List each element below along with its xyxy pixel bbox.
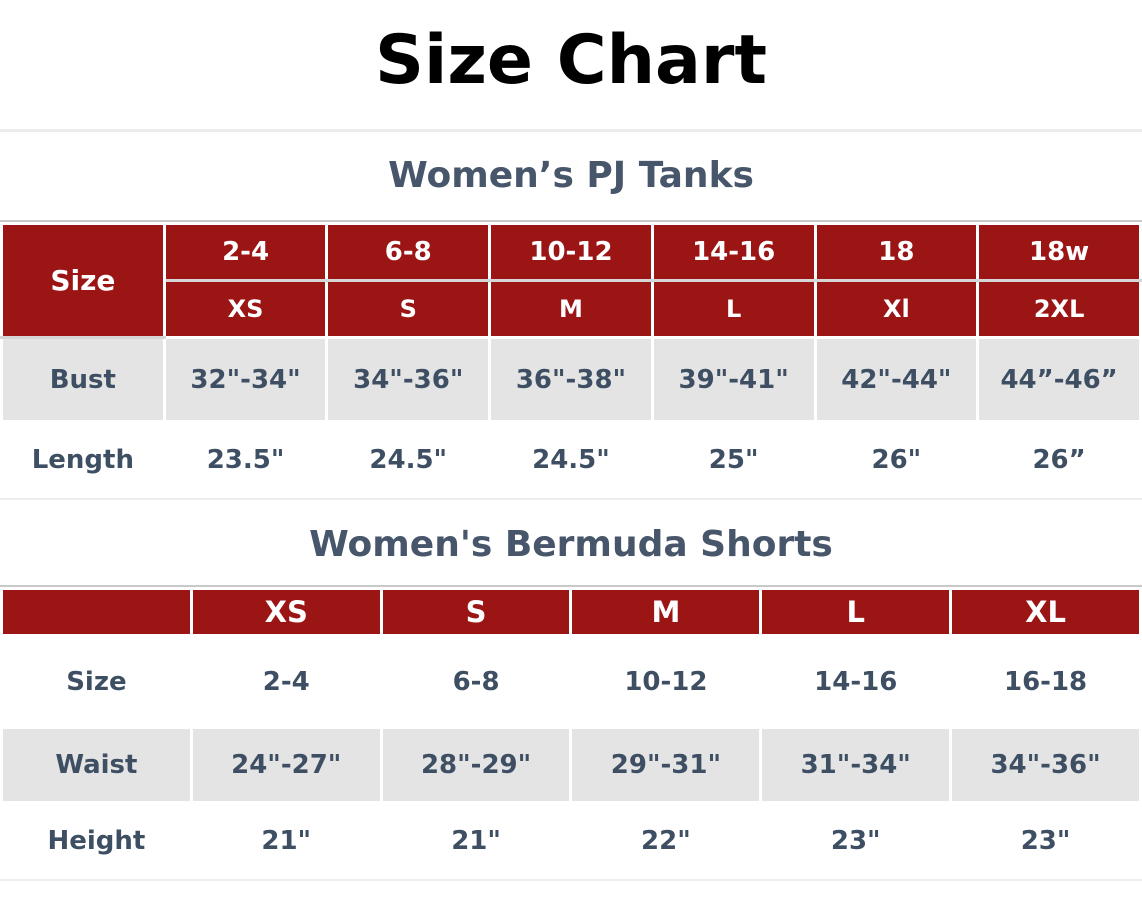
pj-header-cell: 18w — [976, 222, 1142, 283]
bermuda-value-cell: 6-8 — [381, 635, 571, 728]
pj-value-cell: 23.5" — [164, 421, 327, 498]
pj-row-label: Length — [1, 421, 165, 498]
pj-header-cell: Xl — [813, 279, 980, 340]
pj-header-cell: 14-16 — [650, 222, 817, 283]
pj-value-cell: 39"-41" — [650, 336, 817, 424]
bermuda-shorts-table: XS S M L XL Size 2-4 6-8 10-12 14-16 16-… — [0, 587, 1142, 879]
bermuda-value-cell: 14-16 — [760, 635, 951, 728]
pj-length-row: Length 23.5" 24.5" 24.5" 25" 26" 26” — [1, 421, 1141, 498]
pj-value-cell: 36"-38" — [488, 336, 654, 424]
bermuda-corner-empty-cell — [0, 587, 193, 638]
pj-value-cell: 24.5" — [326, 421, 490, 498]
pj-bust-row: Bust 32"-34" 34"-36" 36"-38" 39"-41" 42"… — [0, 336, 1142, 424]
pj-value-cell: 24.5" — [489, 421, 653, 498]
bermuda-waist-row: Waist 24"-27" 28"-29" 29"-31" 31"-34" 34… — [0, 726, 1142, 805]
bermuda-table-wrap: XS S M L XL Size 2-4 6-8 10-12 14-16 16-… — [0, 585, 1142, 881]
bermuda-value-cell: 23" — [760, 802, 951, 879]
pj-value-cell: 32"-34" — [162, 336, 329, 424]
pj-header-cell: XS — [162, 279, 329, 340]
pj-header-row-numeric: Size 2-4 6-8 10-12 14-16 18 18w — [0, 222, 1142, 340]
pj-value-cell: 42"-44" — [813, 336, 980, 424]
bermuda-value-cell: 2-4 — [191, 635, 382, 728]
bermuda-value-cell: 29"-31" — [569, 726, 763, 805]
pj-header-row-letter: XS S M L Xl 2XL — [2, 279, 1142, 340]
pj-header-cell: L — [650, 279, 817, 340]
bermuda-height-row: Height 21" 21" 22" 23" 23" — [1, 802, 1141, 879]
pj-corner-size-label: Size — [0, 222, 166, 340]
pj-header-cell: S — [325, 279, 492, 340]
bermuda-value-cell: 28"-29" — [379, 726, 573, 805]
bermuda-value-cell: 23" — [950, 802, 1141, 879]
bermuda-row-label: Height — [1, 802, 192, 879]
title-divider — [0, 128, 1142, 132]
bermuda-header-cell: XS — [189, 587, 383, 638]
bermuda-header-cell: L — [759, 587, 953, 638]
bermuda-header-cell: S — [379, 587, 573, 638]
pj-value-cell: 44”-46” — [976, 336, 1142, 424]
bermuda-header-cell: M — [569, 587, 763, 638]
pj-value-cell: 26" — [815, 421, 978, 498]
pj-header-cell: 2-4 — [162, 222, 329, 283]
bermuda-value-cell: 10-12 — [570, 635, 761, 728]
bermuda-value-cell: 16-18 — [950, 635, 1141, 728]
bermuda-header-row: XS S M L XL — [0, 587, 1142, 638]
bermuda-value-cell: 22" — [570, 802, 761, 879]
bermuda-value-cell: 31"-34" — [759, 726, 953, 805]
pj-header-cell: 6-8 — [325, 222, 492, 283]
pj-value-cell: 34"-36" — [325, 336, 492, 424]
bermuda-header-cell: XL — [949, 587, 1142, 638]
bermuda-value-cell: 21" — [381, 802, 571, 879]
pj-header-cell: 10-12 — [488, 222, 654, 283]
pj-header-cell: M — [488, 279, 654, 340]
bermuda-row-label: Waist — [0, 726, 193, 805]
pj-header-cell: 2XL — [976, 279, 1142, 340]
pj-row-label: Bust — [0, 336, 166, 424]
pj-tanks-heading: Women’s PJ Tanks — [388, 154, 754, 196]
bermuda-value-cell: 21" — [191, 802, 382, 879]
bermuda-value-cell: 24"-27" — [189, 726, 383, 805]
page-title: Size Chart — [375, 21, 767, 100]
bermuda-size-row: Size 2-4 6-8 10-12 14-16 16-18 — [1, 635, 1141, 728]
pj-tanks-table: Size 2-4 6-8 10-12 14-16 18 18w XS S M L… — [0, 222, 1142, 498]
pj-value-cell: 25" — [652, 421, 816, 498]
bermuda-shorts-heading: Women's Bermuda Shorts — [309, 523, 833, 565]
bermuda-row-label: Size — [1, 635, 192, 728]
pj-tanks-table-wrap: Size 2-4 6-8 10-12 14-16 18 18w XS S M L… — [0, 220, 1142, 500]
bermuda-value-cell: 34"-36" — [949, 726, 1142, 805]
pj-value-cell: 26” — [977, 421, 1141, 498]
pj-header-cell: 18 — [813, 222, 980, 283]
